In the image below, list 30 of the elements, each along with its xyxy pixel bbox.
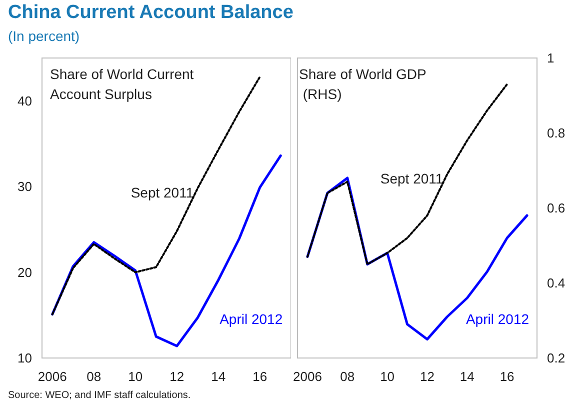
series-label: Sept 2011 — [380, 170, 444, 186]
y2-tick-label: 0.2 — [547, 350, 566, 366]
x-tick-label: 16 — [500, 369, 514, 384]
chart-title: China Current Account Balance — [8, 2, 294, 24]
x-tick-label: 10 — [380, 369, 395, 384]
series-label: April 2012 — [466, 311, 530, 327]
x-tick-label: 12 — [420, 369, 434, 384]
y-tick-label: 40 — [18, 93, 32, 108]
y-tick-label: 20 — [18, 264, 32, 280]
source-note: Source: WEO; and IMF staff calculations. — [8, 390, 191, 401]
x-tick-label: 10 — [128, 369, 143, 384]
y2-tick-label: 0.6 — [547, 200, 566, 216]
chart-subtitle: (In percent) — [8, 28, 80, 44]
x-tick-label: 2006 — [38, 369, 67, 384]
x-tick-label: 08 — [340, 369, 355, 384]
y2-tick-label: 0.8 — [547, 126, 566, 140]
annotation: Share of World Current Account Surplus — [50, 66, 198, 102]
series-label: April 2012 — [220, 311, 283, 327]
x-tick-label: 16 — [252, 369, 268, 384]
x-tick-label: 12 — [170, 369, 184, 384]
x-tick-label: 2006 — [293, 369, 322, 384]
x-tick-label: 14 — [460, 369, 474, 384]
annotation: Share of World GDP (RHS) — [299, 66, 426, 102]
x-tick-label: 14 — [211, 369, 226, 384]
series-label: Sept 2011 — [130, 184, 194, 200]
y-tick-label: 10 — [18, 350, 32, 366]
x-tick-label: 08 — [86, 369, 102, 384]
y-tick-label: 30 — [18, 179, 32, 194]
y2-tick-label: 0.4 — [547, 276, 566, 290]
y2-tick-label: 1 — [547, 50, 554, 66]
